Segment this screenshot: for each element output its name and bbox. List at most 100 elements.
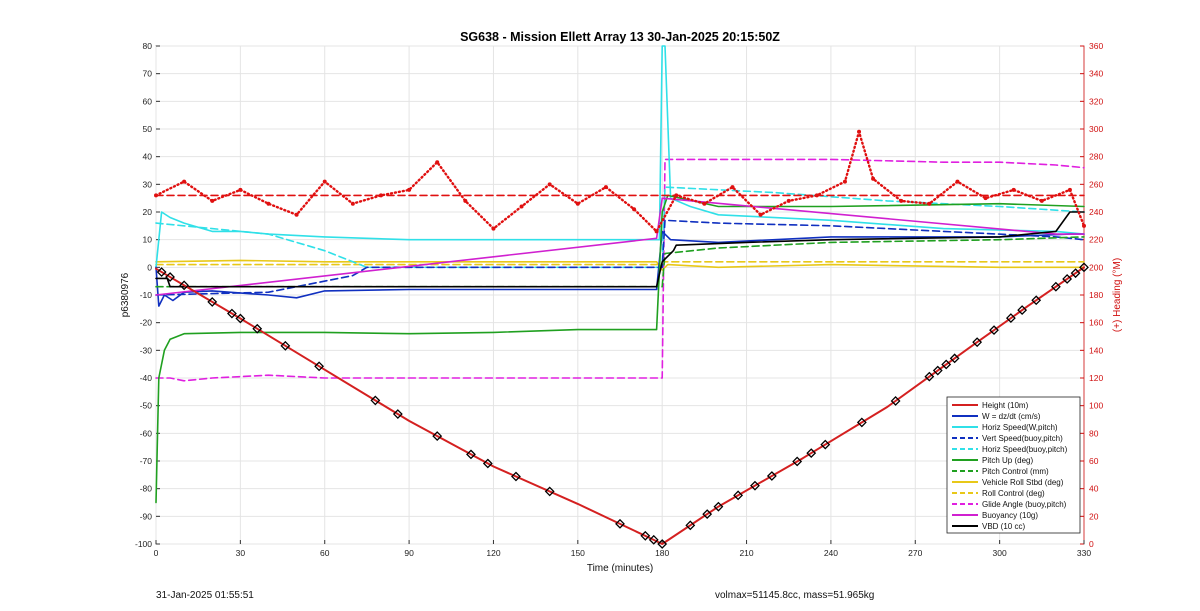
y-tick-label-right: 100: [1089, 401, 1103, 411]
heading-point: [491, 226, 496, 231]
height-marker: [314, 361, 325, 372]
y-tick-label-left: 0: [147, 262, 152, 272]
right-axis-ticks: 3603403203002802602402202001801601401201…: [1080, 41, 1103, 549]
height-marker: [156, 267, 167, 277]
height-marker: [165, 272, 175, 282]
heading-point: [654, 229, 659, 234]
heading-point: [463, 198, 468, 203]
height-marker: [1017, 305, 1028, 315]
heading-point: [350, 201, 355, 206]
heading-point: [730, 185, 735, 190]
heading-point: [899, 198, 904, 203]
y-tick-label-left: 10: [143, 235, 153, 245]
legend: Height (10m) W = dz/dt (cm/s) Horiz Speed(…: [946, 396, 1081, 534]
series-line: [155, 219, 1085, 296]
height-marker: [806, 448, 817, 459]
height-marker: [615, 518, 625, 529]
heading-point: [1082, 223, 1086, 228]
y-axis-label-right: (+) Heading (°M): [1112, 258, 1123, 332]
height-marker: [482, 458, 493, 469]
legend-label: Horiz Speed(W,pitch): [982, 423, 1058, 432]
heading-point: [1039, 198, 1044, 203]
x-tick-label: 150: [571, 548, 585, 558]
x-tick-label: 210: [739, 548, 753, 558]
y-tick-label-left: -80: [140, 484, 153, 494]
height-marker: [544, 486, 555, 497]
height-marker: [1062, 274, 1073, 284]
heading-point: [702, 201, 707, 206]
heading-point: [603, 185, 608, 190]
height-marker: [713, 501, 724, 512]
height-markers: [156, 262, 1089, 549]
y-tick-label-left: -10: [140, 290, 153, 300]
series-line: [155, 197, 1085, 296]
height-marker: [1050, 281, 1061, 292]
series-line: [154, 130, 1086, 233]
height-marker: [392, 409, 403, 419]
height-marker: [685, 520, 696, 531]
height-marker: [657, 539, 668, 549]
series-line: [155, 211, 1085, 288]
y-tick-label-left: 30: [143, 179, 153, 189]
y-tick-label-left: 20: [143, 207, 153, 217]
heading-point: [1011, 187, 1016, 192]
series-line: [155, 158, 1085, 382]
height-marker: [890, 396, 901, 406]
footer-volmax-mass: volmax=51145.8cc, mass=51.965kg: [715, 590, 874, 601]
heading-point: [519, 204, 524, 209]
x-tick-label: 90: [404, 548, 414, 558]
height-marker: [1031, 295, 1042, 306]
legend-label: Vehicle Roll Stbd (deg): [982, 478, 1064, 487]
x-axis-ticks: 0 30 60 90 120 150 180 210 240 270 300 330: [154, 540, 1091, 558]
height-marker: [989, 325, 999, 336]
legend-label: Glide Angle (buoy,pitch): [982, 500, 1067, 509]
legend-label: VBD (10 cc): [982, 522, 1025, 531]
height-marker: [235, 313, 246, 324]
x-tick-label: 240: [824, 548, 838, 558]
height-marker: [179, 280, 190, 291]
x-tick-label: 300: [993, 548, 1007, 558]
left-axis-ticks: 80 70 60 50 40 30 20 10 0 -10 -20 -30 -40 -50 -60 -70 -8…: [135, 41, 160, 549]
heading-point: [857, 129, 862, 134]
y-tick-label-right: 80: [1089, 428, 1099, 438]
series-lines: [154, 45, 1086, 545]
height-marker: [1070, 268, 1081, 279]
legend-label: Height (10m): [982, 401, 1029, 410]
series-line: [155, 45, 1085, 269]
y-tick-label-right: 280: [1089, 152, 1103, 162]
legend-box: [946, 396, 1081, 534]
height-marker: [207, 296, 218, 307]
heading-point: [927, 201, 932, 206]
height-marker: [924, 371, 935, 382]
chart-title: SG638 - Mission Ellett Array 13 30-Jan-2…: [460, 30, 780, 44]
heading-point: [266, 201, 271, 206]
height-marker: [750, 480, 760, 491]
y-tick-label-left: -100: [135, 539, 152, 549]
height-marker: [792, 456, 803, 467]
heading-point: [182, 179, 187, 184]
y-tick-label-left: 80: [143, 41, 153, 51]
heading-point: [238, 187, 243, 192]
y-axis-label-left: p6380976: [120, 272, 131, 317]
height-marker: [972, 337, 983, 348]
heading-point: [547, 182, 552, 187]
series-line: [155, 259, 1085, 271]
heading-point: [435, 160, 440, 165]
y-tick-label-right: 60: [1089, 456, 1099, 466]
x-tick-label: 0: [154, 548, 159, 558]
height-marker: [856, 417, 867, 428]
y-tick-label-right: 40: [1089, 484, 1099, 494]
height-marker: [733, 490, 744, 501]
heading-point: [983, 196, 988, 201]
y-tick-label-right: 240: [1089, 207, 1103, 217]
y-tick-label-left: -20: [140, 318, 153, 328]
x-tick-label: 270: [908, 548, 922, 558]
height-marker: [640, 530, 651, 541]
y-tick-label-right: 140: [1089, 345, 1103, 355]
height-marker: [432, 431, 443, 442]
y-tick-label-right: 260: [1089, 179, 1103, 189]
height-marker: [941, 359, 952, 370]
y-tick-label-right: 0: [1089, 539, 1094, 549]
height-marker: [766, 471, 777, 481]
